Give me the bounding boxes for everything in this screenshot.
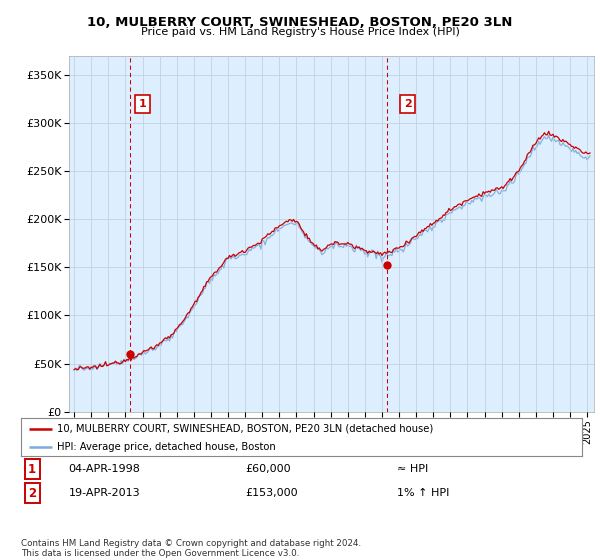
Text: ≈ HPI: ≈ HPI — [397, 464, 428, 474]
Text: Price paid vs. HM Land Registry's House Price Index (HPI): Price paid vs. HM Land Registry's House … — [140, 27, 460, 37]
Text: 2: 2 — [404, 99, 412, 109]
Text: 1% ↑ HPI: 1% ↑ HPI — [397, 488, 449, 498]
Text: 1: 1 — [139, 99, 146, 109]
Text: 2: 2 — [28, 487, 36, 500]
Text: 19-APR-2013: 19-APR-2013 — [68, 488, 140, 498]
Text: 1: 1 — [28, 463, 36, 476]
Text: 04-APR-1998: 04-APR-1998 — [68, 464, 140, 474]
Text: HPI: Average price, detached house, Boston: HPI: Average price, detached house, Bost… — [58, 442, 276, 452]
Text: 10, MULBERRY COURT, SWINESHEAD, BOSTON, PE20 3LN (detached house): 10, MULBERRY COURT, SWINESHEAD, BOSTON, … — [58, 423, 434, 433]
Text: Contains HM Land Registry data © Crown copyright and database right 2024.
This d: Contains HM Land Registry data © Crown c… — [21, 539, 361, 558]
Text: £153,000: £153,000 — [245, 488, 298, 498]
Text: 10, MULBERRY COURT, SWINESHEAD, BOSTON, PE20 3LN: 10, MULBERRY COURT, SWINESHEAD, BOSTON, … — [88, 16, 512, 29]
Text: £60,000: £60,000 — [245, 464, 291, 474]
